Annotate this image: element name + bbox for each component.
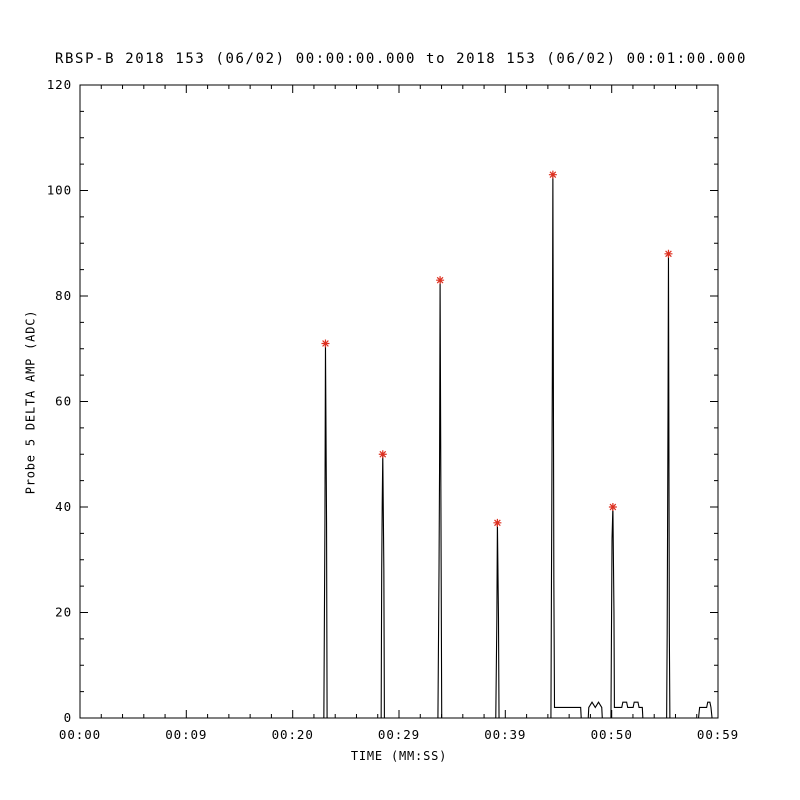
peak-marker — [664, 249, 673, 258]
x-axis-label: TIME (MM:SS) — [350, 749, 448, 763]
peak-marker — [436, 276, 445, 285]
peak-marker — [493, 518, 502, 527]
x-tick-label: 00:09 — [165, 727, 207, 742]
x-tick-label: 00:20 — [272, 727, 314, 742]
y-tick-label: 120 — [47, 77, 72, 92]
y-tick-label: 80 — [55, 288, 72, 303]
y-tick-label: 40 — [55, 499, 72, 514]
x-tick-label: 00:00 — [59, 727, 101, 742]
peak-marker — [378, 450, 387, 459]
chart-title: RBSP-B 2018 153 (06/02) 00:00:00.000 to … — [55, 51, 747, 67]
y-tick-label: 0 — [64, 710, 72, 725]
x-tick-label: 00:29 — [378, 727, 420, 742]
x-tick-label: 00:59 — [697, 727, 739, 742]
y-tick-label: 100 — [47, 183, 72, 198]
x-tick-label: 00:50 — [591, 727, 633, 742]
peak-marker — [548, 170, 557, 179]
plot-frame — [79, 84, 719, 719]
peak-marker — [321, 339, 330, 348]
y-tick-label: 20 — [55, 605, 72, 620]
x-tick-label: 00:39 — [484, 727, 526, 742]
data-line — [80, 174, 718, 719]
peak-marker — [608, 503, 617, 511]
y-tick-label: 60 — [55, 394, 72, 409]
